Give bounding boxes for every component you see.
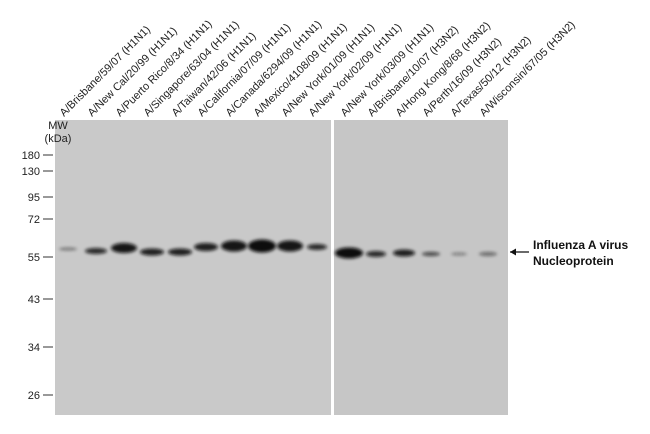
band — [479, 252, 497, 256]
band — [168, 248, 192, 256]
marker-label: 95 — [28, 192, 40, 204]
annotation: Influenza A virus — [533, 238, 628, 252]
band — [307, 244, 327, 250]
band — [111, 243, 137, 253]
blot-panel — [334, 120, 508, 415]
band — [85, 248, 107, 254]
marker-label: 130 — [22, 166, 40, 178]
arrow-head — [510, 248, 516, 256]
marker-label: 34 — [28, 342, 40, 354]
marker-label: 26 — [28, 390, 40, 402]
bands — [59, 239, 497, 259]
band — [59, 247, 77, 251]
band — [335, 247, 363, 259]
band — [422, 252, 440, 256]
marker-label: 180 — [22, 150, 40, 162]
marker-label: 72 — [28, 214, 40, 226]
band — [366, 251, 386, 257]
marker-label: 43 — [28, 294, 40, 306]
marker-label: 55 — [28, 252, 40, 264]
mw-unit: (kDa) — [45, 133, 72, 145]
band — [451, 252, 467, 256]
mw-label: MW — [48, 120, 68, 132]
band — [393, 249, 415, 257]
band — [248, 239, 276, 253]
band — [277, 240, 303, 252]
band — [194, 243, 218, 251]
band — [140, 248, 164, 256]
blot-panel — [55, 120, 331, 415]
annotation: Nucleoprotein — [533, 254, 614, 268]
band — [221, 240, 247, 252]
